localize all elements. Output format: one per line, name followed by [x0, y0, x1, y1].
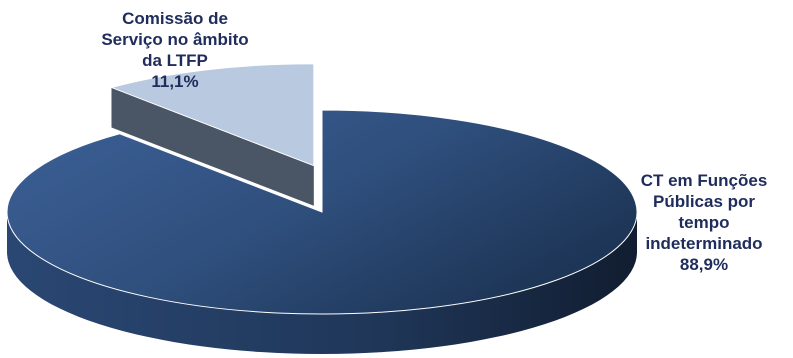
slice-label-ct-funcoes-publicas: CT em Funções Públicas por tempo indeter… — [620, 170, 788, 275]
slice-label-line: Públicas por — [652, 192, 756, 211]
slice-value-label: 88,9% — [679, 255, 729, 274]
slice-label-line: tempo — [678, 213, 730, 232]
slice-label-line: CT em Funções — [640, 171, 768, 190]
slice-label-line: Comissão de — [122, 9, 228, 28]
slice-label-comissao-servico: Comissão de Serviço no âmbito da LTFP 11… — [70, 8, 280, 92]
pie-slice-1 — [109, 63, 315, 167]
pie-slice-cut-wall — [111, 87, 314, 206]
pie-slice-0 — [6, 109, 638, 315]
pie-slice-0-wall — [7, 212, 637, 354]
slice-label-line: indeterminado — [645, 234, 763, 253]
slice-label-line: da LTFP — [142, 51, 208, 70]
pie-slice-wall — [7, 212, 637, 354]
pie-slice-1-wall — [111, 87, 314, 206]
slice-value-label: 11,1% — [151, 72, 199, 91]
slice-label-line: Serviço no âmbito — [101, 30, 249, 49]
